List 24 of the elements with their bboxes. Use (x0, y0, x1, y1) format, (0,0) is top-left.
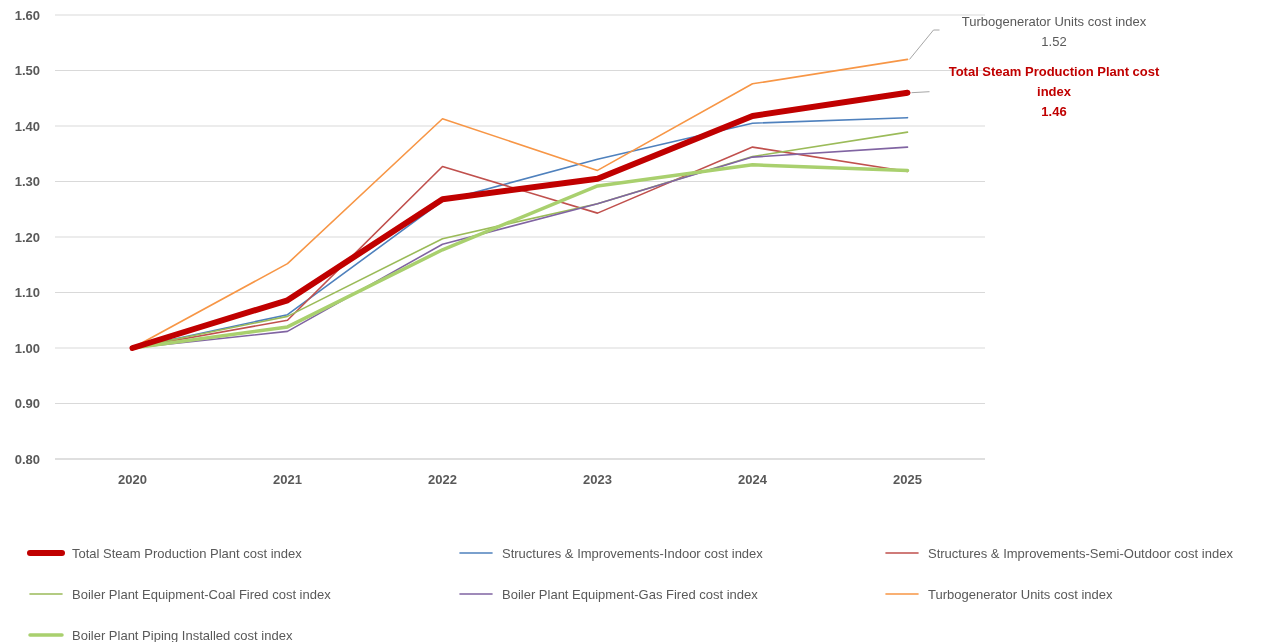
x-tick-label: 2024 (738, 472, 768, 487)
x-tick-label: 2023 (583, 472, 612, 487)
annotation: Total Steam Production Plant cost index 1.46 (948, 63, 1160, 119)
y-tick-label: 1.20 (14, 229, 40, 245)
y-tick-label: 1.50 (14, 63, 40, 79)
legend-label: Boiler Plant Equipment-Gas Fired cost index (502, 586, 759, 602)
y-tick-label: 0.80 (14, 451, 40, 467)
legend-label: Boiler Plant Piping Installed cost index (72, 627, 293, 642)
x-tick-label: 2022 (428, 472, 457, 487)
y-tick-label: 1.40 (14, 118, 40, 134)
annotation: Turbogenerator Units cost index 1.52 (961, 13, 1147, 49)
y-tick-label: 1.00 (14, 340, 40, 356)
legend-label: Structures & Improvements-Indoor cost index (502, 545, 764, 561)
legend-label: Turbogenerator Units cost index (928, 586, 1113, 602)
legend-label: Boiler Plant Equipment-Coal Fired cost index (72, 586, 332, 602)
x-tick-label: 2025 (893, 472, 922, 487)
y-tick-label: 1.60 (14, 7, 40, 23)
x-tick-label: 2020 (118, 472, 147, 487)
legend-label: Total Steam Production Plant cost index (72, 545, 303, 561)
y-tick-label: 1.30 (14, 174, 40, 190)
x-tick-label: 2021 (273, 472, 302, 487)
y-tick-label: 0.90 (14, 396, 40, 412)
legend-label: Structures & Improvements-Semi-Outdoor cost index (928, 545, 1234, 561)
y-tick-label: 1.10 (14, 285, 40, 301)
